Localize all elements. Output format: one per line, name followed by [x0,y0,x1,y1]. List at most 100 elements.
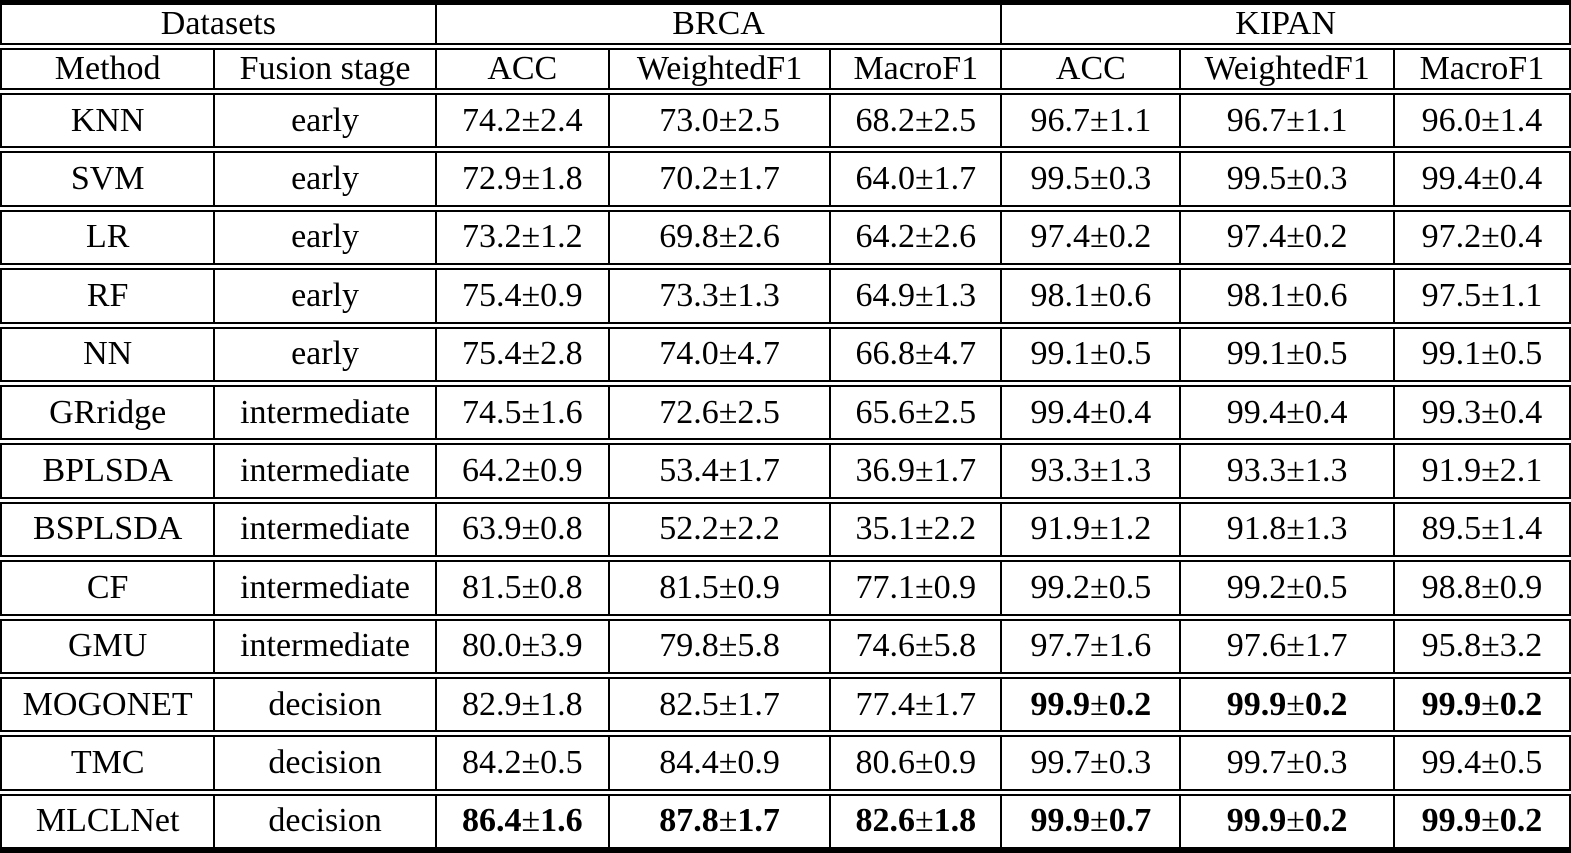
metric-cell: 72.6±2.5 [607,379,831,442]
metric-cell: 73.2±1.2 [434,204,609,267]
col-header-method: Method [1,43,215,92]
table-body: KNN early 74.2±2.4 73.0±2.5 68.2±2.5 96.7±1.1… [1,87,1570,850]
fusion-stage-cell: early [213,87,436,150]
metric-cell: 82.6±1.8 [829,788,1002,850]
fusion-stage-cell: early [213,263,436,326]
metric-cell: 99.1±0.5 [1392,321,1570,384]
fusion-stage-cell: intermediate [213,613,436,676]
col-header-brca-weightedf1: WeightedF1 [607,43,831,92]
table-row: SVM early 72.9±1.8 70.2±1.7 64.0±1.7 99.5±0.3… [1,146,1570,209]
metric-cell: 99.9±0.2 [1179,671,1394,734]
metric-cell: 91.9±2.1 [1392,438,1570,501]
col-header-fusion-stage: Fusion stage [213,43,436,92]
metric-cell: 98.8±0.9 [1392,555,1570,618]
table-row: BPLSDA intermediate 64.2±0.9 53.4±1.7 36.9±1… [1,438,1570,501]
metric-cell: 99.9±0.7 [1000,788,1181,850]
metric-cell: 99.1±0.5 [1000,321,1181,384]
metric-cell: 81.5±0.8 [434,555,609,618]
metric-cell: 63.9±0.8 [434,496,609,559]
metric-cell: 96.7±1.1 [1000,87,1181,150]
metric-cell: 84.2±0.5 [434,730,609,793]
metric-cell: 35.1±2.2 [829,496,1002,559]
metric-cell: 53.4±1.7 [607,438,831,501]
group-header-brca: BRCA [434,2,1002,47]
table-row: NN early 75.4±2.8 74.0±4.7 66.8±4.7 99.1±0.5 9… [1,321,1570,384]
metric-cell: 68.2±2.5 [829,87,1002,150]
metric-cell: 84.4±0.9 [607,730,831,793]
col-header-kipan-macrof1: MacroF1 [1392,43,1570,92]
table-row: KNN early 74.2±2.4 73.0±2.5 68.2±2.5 96.7±1.1… [1,87,1570,150]
col-header-brca-acc: ACC [434,43,609,92]
metric-cell: 99.5±0.3 [1000,146,1181,209]
table-row: GMU intermediate 80.0±3.9 79.8±5.8 74.6±5.8 9… [1,613,1570,676]
column-header-row: Method Fusion stage ACC WeightedF1 Macro… [1,43,1570,92]
metric-cell: 80.0±3.9 [434,613,609,676]
fusion-stage-cell: intermediate [213,496,436,559]
group-header-kipan: KIPAN [1000,2,1570,47]
metric-cell: 99.9±0.2 [1179,788,1394,850]
method-cell: LR [1,204,215,267]
datasets-header: Datasets [160,5,276,42]
table-row: MOGONET decision 82.9±1.8 82.5±1.7 77.4±1.7 9… [1,671,1570,734]
method-cell: GMU [1,613,215,676]
fusion-stage-cell: decision [213,671,436,734]
metric-cell: 99.4±0.4 [1179,379,1394,442]
metric-cell: 75.4±0.9 [434,263,609,326]
metric-cell: 77.4±1.7 [829,671,1002,734]
fusion-stage-cell: early [213,146,436,209]
fusion-stage-cell: intermediate [213,555,436,618]
metric-cell: 99.7±0.3 [1000,730,1181,793]
metric-cell: 81.5±0.9 [607,555,831,618]
table-row: TMC decision 84.2±0.5 84.4±0.9 80.6±0.9 99.7±… [1,730,1570,793]
fusion-stage-cell: intermediate [213,438,436,501]
fusion-stage-cell: decision [213,730,436,793]
col-header-brca-macrof1: MacroF1 [829,43,1002,92]
metric-cell: 75.4±2.8 [434,321,609,384]
metric-cell: 70.2±1.7 [607,146,831,209]
fusion-stage-cell: early [213,204,436,267]
metric-cell: 95.8±3.2 [1392,613,1570,676]
method-cell: CF [1,555,215,618]
col-header-kipan-acc: ACC [1000,43,1181,92]
method-cell: TMC [1,730,215,793]
group-header-row: Datasets BRCA KIPAN [1,2,1570,47]
metric-cell: 72.9±1.8 [434,146,609,209]
method-cell: RF [1,263,215,326]
metric-cell: 97.7±1.6 [1000,613,1181,676]
table-row: BSPLSDA intermediate 63.9±0.8 52.2±2.2 35.1±… [1,496,1570,559]
metric-cell: 74.6±5.8 [829,613,1002,676]
method-cell: GRridge [1,379,215,442]
metric-cell: 91.9±1.2 [1000,496,1181,559]
table-row: RF early 75.4±0.9 73.3±1.3 64.9±1.3 98.1±0.6 9… [1,263,1570,326]
metric-cell: 97.4±0.2 [1000,204,1181,267]
metric-cell: 99.9±0.2 [1000,671,1181,734]
fusion-stage-cell: intermediate [213,379,436,442]
metric-cell: 73.3±1.3 [607,263,831,326]
metric-cell: 93.3±1.3 [1000,438,1181,501]
metric-cell: 99.2±0.5 [1179,555,1394,618]
metric-cell: 89.5±1.4 [1392,496,1570,559]
metric-cell: 99.7±0.3 [1179,730,1394,793]
metric-cell: 69.8±2.6 [607,204,831,267]
metric-cell: 74.5±1.6 [434,379,609,442]
metric-cell: 65.6±2.5 [829,379,1002,442]
table-row: CF intermediate 81.5±0.8 81.5±0.9 77.1±0.9 99… [1,555,1570,618]
metric-cell: 36.9±1.7 [829,438,1002,501]
metric-cell: 82.5±1.7 [607,671,831,734]
metric-cell: 82.9±1.8 [434,671,609,734]
metric-cell: 96.0±1.4 [1392,87,1570,150]
metric-cell: 97.4±0.2 [1179,204,1394,267]
method-cell: BSPLSDA [1,496,215,559]
metric-cell: 99.3±0.4 [1392,379,1570,442]
metric-cell: 97.5±1.1 [1392,263,1570,326]
method-cell: MLCLNet [1,788,215,850]
metric-cell: 97.6±1.7 [1179,613,1394,676]
fusion-stage-cell: decision [213,788,436,850]
method-cell: SVM [1,146,215,209]
metric-cell: 98.1±0.6 [1000,263,1181,326]
metric-cell: 86.4±1.6 [434,788,609,850]
table-row: GRridge intermediate 74.5±1.6 72.6±2.5 65.6±… [1,379,1570,442]
metric-cell: 64.0±1.7 [829,146,1002,209]
